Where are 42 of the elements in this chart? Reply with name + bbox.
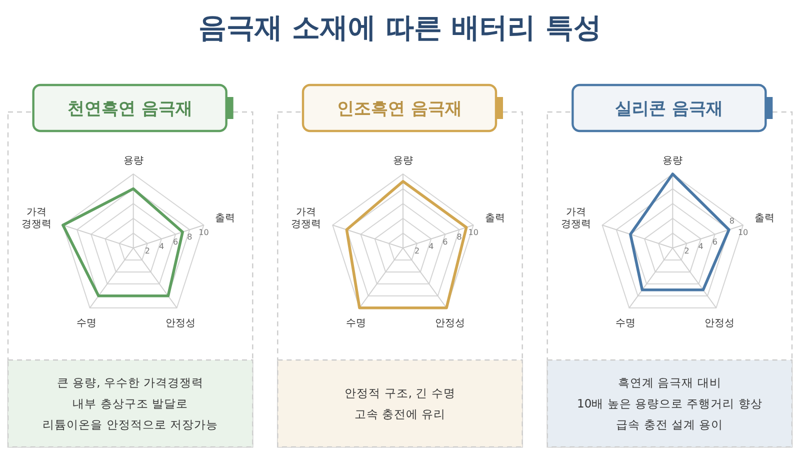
text: 리튬이온을 안정적으로 저장가능 [42, 418, 218, 432]
spoke-label: 용량 [662, 155, 683, 166]
spoke-label: 안정성 [165, 318, 196, 330]
spoke-label: 출력 [484, 212, 505, 224]
y-tick-label: 8 [729, 216, 735, 226]
text: 내부 층상구조 발달로 [72, 396, 188, 410]
text: 음극재 소재에 따른 배터리 특성 [198, 11, 602, 44]
text: 안정적 구조, 긴 수명 [344, 386, 456, 400]
spoke-label: 수명 [76, 318, 96, 330]
text: 10배 높은 용량으로 주행거리 향상 [577, 396, 762, 410]
spoke-label: 가격 경쟁력 [291, 206, 322, 230]
y-tick-label: 6 [712, 237, 718, 246]
y-tick-label: 2 [144, 246, 150, 256]
y-tick-label: 10 [198, 228, 209, 238]
chart-title: 인조흑연 음극재 [337, 99, 462, 119]
spoke-label: 가격 경쟁력 [560, 206, 591, 230]
y-tick-label: 4 [158, 242, 164, 251]
spoke-label: 용량 [393, 155, 413, 166]
y-tick-label: 6 [442, 237, 448, 246]
spoke-label: 안정성 [704, 318, 735, 330]
y-tick-label: 10 [468, 228, 478, 238]
text: 흑연계 음극재 대비 [618, 376, 722, 390]
spoke-label: 용량 [123, 155, 144, 166]
y-tick-label: 4 [698, 242, 704, 251]
chart-title: 실리콘 음극재 [615, 99, 724, 119]
text: 고속 충전에 유리 [354, 407, 446, 421]
y-tick-label: 10 [738, 228, 748, 238]
y-tick-label: 8 [187, 232, 192, 242]
spoke-label: 수명 [346, 318, 366, 330]
y-tick-label: 8 [456, 232, 462, 242]
spoke-label: 안정성 [435, 318, 466, 330]
y-tick-label: 4 [428, 242, 434, 251]
text: 큰 용량, 우수한 가격경쟁력 [57, 376, 204, 390]
spoke-label: 출력 [215, 212, 236, 224]
y-tick-label: 2 [414, 246, 420, 256]
y-tick-label: 6 [173, 237, 178, 246]
spoke-label: 가격 경쟁력 [22, 206, 52, 230]
text: 급속 충전 설계 용이 [616, 418, 724, 432]
spoke-label: 수명 [616, 318, 636, 330]
spoke-label: 출력 [754, 212, 774, 224]
chart-title: 천연흑연 음극재 [67, 99, 192, 119]
y-tick-label: 2 [684, 246, 690, 256]
